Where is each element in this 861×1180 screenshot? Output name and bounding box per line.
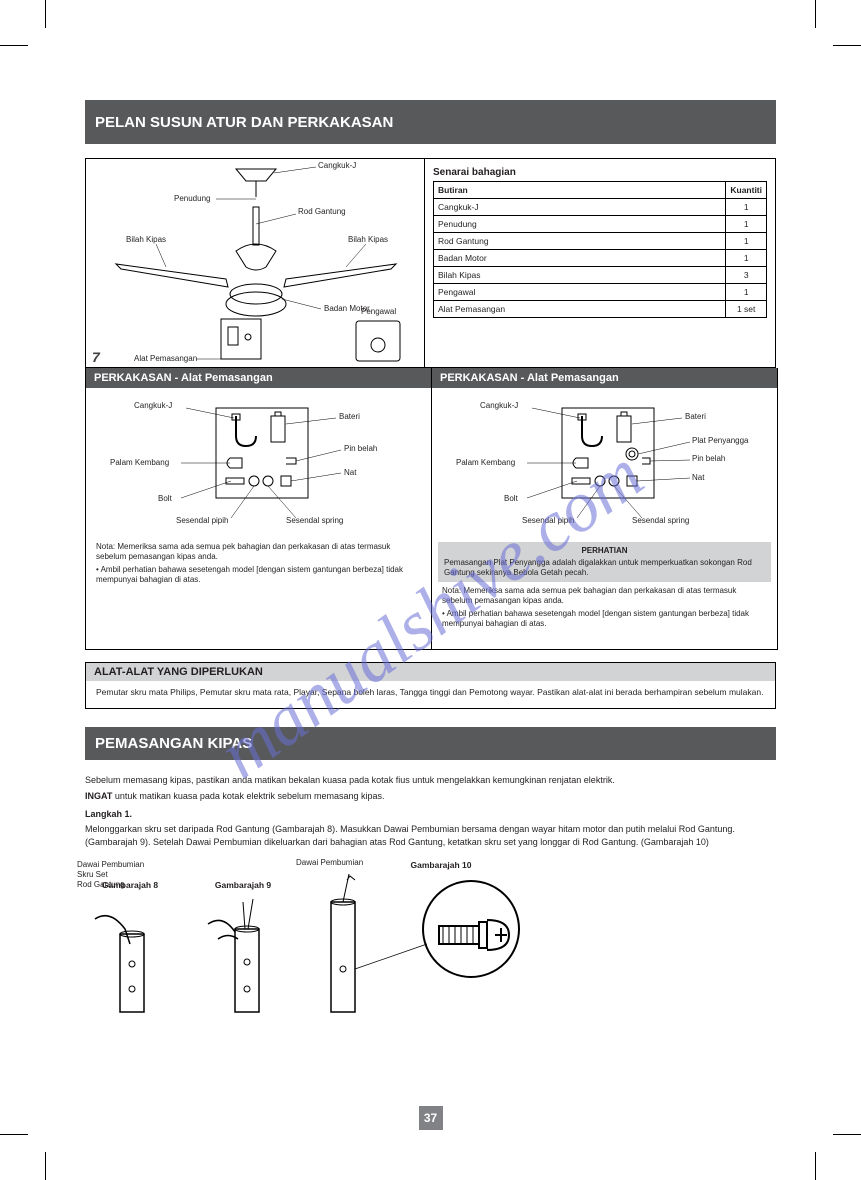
crop-mark bbox=[45, 1152, 46, 1180]
label-battery: Bateri bbox=[685, 412, 706, 421]
hardware-panel-a: PERKAKASAN - Alat Pemasangan bbox=[85, 368, 432, 650]
assembly-header: PEMASANGAN KIPAS bbox=[85, 727, 776, 760]
label-splitpin: Pin belah bbox=[344, 444, 377, 453]
layout-row: Cangkuk-J Penudung Rod Gantung Bilah Kip… bbox=[85, 158, 776, 368]
label-battery: Bateri bbox=[339, 412, 360, 421]
label-plate: Plat Penyangga bbox=[692, 436, 749, 445]
hardware-notes: Nota: Memeriksa sama ada semua pek bahag… bbox=[86, 538, 431, 592]
note-line: • Ambil perhatian bahawa sesetengah mode… bbox=[442, 609, 767, 629]
label-hook: Cangkuk-J bbox=[480, 401, 518, 410]
cell: Badan Motor bbox=[434, 250, 726, 267]
tools-body: Pemutar skru mata Philips, Pemutar skru … bbox=[86, 681, 775, 708]
table-row: Pengawal1 bbox=[434, 284, 767, 301]
parts-list-cell: Senarai bahagian Butiran Kuantiti Cangku… bbox=[425, 158, 776, 368]
step-heading: Langkah 1. bbox=[85, 808, 776, 820]
section-title-bar: PELAN SUSUN ATUR DAN PERKAKASAN bbox=[85, 100, 776, 144]
callout-blade2: Bilah Kipas bbox=[348, 235, 388, 244]
cell: 1 bbox=[726, 250, 767, 267]
tools-header: ALAT-ALAT YANG DIPERLUKAN bbox=[86, 663, 775, 681]
parts-table: Butiran Kuantiti Cangkuk-J1 Penudung1 Ro… bbox=[433, 181, 767, 318]
fig-caption: Gambarajah 10 bbox=[411, 860, 472, 871]
hardware-notes: Nota: Memeriksa sama ada semua pek bahag… bbox=[432, 582, 777, 636]
note-line: Nota: Memeriksa sama ada semua pek bahag… bbox=[96, 542, 421, 562]
tools-box: ALAT-ALAT YANG DIPERLUKAN Pemutar skru m… bbox=[85, 662, 776, 709]
note-heading: PERHATIAN bbox=[444, 546, 765, 556]
label-hook: Cangkuk-J bbox=[134, 401, 172, 410]
crop-mark bbox=[0, 45, 28, 46]
table-row: Cangkuk-J1 bbox=[434, 199, 767, 216]
cell: 1 bbox=[726, 199, 767, 216]
parts-heading: Senarai bahagian bbox=[433, 167, 767, 178]
label-plug: Palam Kembang bbox=[110, 458, 169, 467]
attention-note: PERHATIAN Pemasangan Plat Penyangga adal… bbox=[438, 542, 771, 582]
cell: 1 bbox=[726, 216, 767, 233]
cell: Alat Pemasangan bbox=[434, 301, 726, 318]
crop-mark bbox=[0, 1134, 28, 1135]
hardware-header: PERKAKASAN - Alat Pemasangan bbox=[86, 368, 431, 388]
col-item: Butiran bbox=[434, 182, 726, 199]
cell: Rod Gantung bbox=[434, 233, 726, 250]
table-row: Badan Motor1 bbox=[434, 250, 767, 267]
cell: 1 bbox=[726, 284, 767, 301]
remember-heading: INGAT bbox=[85, 791, 112, 801]
label-bolt: Bolt bbox=[504, 494, 518, 503]
table-row: Alat Pemasangan1 set bbox=[434, 301, 767, 318]
label-bolt: Bolt bbox=[158, 494, 172, 503]
label-spring: Sesendal spring bbox=[286, 516, 343, 525]
crop-mark bbox=[45, 0, 46, 28]
label-flat: Sesendal pipih bbox=[522, 516, 574, 525]
label-flat: Sesendal pipih bbox=[176, 516, 228, 525]
col-qty: Kuantiti bbox=[726, 182, 767, 199]
label-nut: Nat bbox=[344, 468, 356, 477]
figure-8: Gambarajah 8 bbox=[85, 880, 175, 1014]
callout-regulator: Pengawal bbox=[361, 307, 396, 316]
table-row: Bilah Kipas3 bbox=[434, 267, 767, 284]
label-nut: Nat bbox=[692, 473, 704, 482]
cell: Bilah Kipas bbox=[434, 267, 726, 284]
table-header-row: Butiran Kuantiti bbox=[434, 182, 767, 199]
callout-canopy: Penudung bbox=[174, 194, 210, 203]
crop-mark bbox=[815, 0, 816, 28]
figure-10: Gambarajah 10 bbox=[311, 860, 571, 1014]
figure-number: 7 bbox=[92, 349, 100, 365]
callout-downrod: Rod Gantung bbox=[77, 880, 125, 891]
hardware-panel-b: PERKAKASAN - Alat Pemasangan bbox=[432, 368, 778, 650]
page-number: 37 bbox=[419, 1106, 443, 1130]
label-splitpin: Pin belah bbox=[692, 454, 725, 463]
page-content: PELAN SUSUN ATUR DAN PERKAKASAN bbox=[85, 100, 776, 1014]
callout-hook: Cangkuk-J bbox=[318, 161, 356, 170]
label-plug: Palam Kembang bbox=[456, 458, 515, 467]
cell: 1 bbox=[726, 233, 767, 250]
cell: 3 bbox=[726, 267, 767, 284]
figure-9: Gambarajah 9 bbox=[193, 880, 293, 1014]
cell: Pengawal bbox=[434, 284, 726, 301]
crop-mark bbox=[833, 45, 861, 46]
callout-hardware: Alat Pemasangan bbox=[134, 354, 197, 363]
intro-text: Sebelum memasang kipas, pastikan anda ma… bbox=[85, 774, 776, 786]
cell: Cangkuk-J bbox=[434, 199, 726, 216]
note-line: Nota: Memeriksa sama ada semua pek bahag… bbox=[442, 586, 767, 606]
crop-mark bbox=[833, 1134, 861, 1135]
table-row: Penudung1 bbox=[434, 216, 767, 233]
crop-mark bbox=[815, 1152, 816, 1180]
callout-downrod: Rod Gantung bbox=[298, 207, 346, 216]
table-row: Rod Gantung1 bbox=[434, 233, 767, 250]
cell: 1 set bbox=[726, 301, 767, 318]
note-body: Pemasangan Plat Penyangga adalah digalak… bbox=[444, 558, 765, 578]
remember-body: untuk matikan kuasa pada kotak elektrik … bbox=[115, 791, 385, 801]
figure-row: Gambarajah 8 Gambarajah 9 bbox=[85, 860, 776, 1014]
hardware-header: PERKAKASAN - Alat Pemasangan bbox=[432, 368, 777, 388]
callout-earth: Dawai Pembumian bbox=[296, 858, 363, 869]
assembly-instructions: Sebelum memasang kipas, pastikan anda ma… bbox=[85, 774, 776, 1014]
note-line: • Ambil perhatian bahawa sesetengah mode… bbox=[96, 565, 421, 585]
fig-caption: Gambarajah 9 bbox=[215, 880, 271, 891]
step-body: Melonggarkan skru set daripada Rod Gantu… bbox=[85, 823, 776, 847]
hardware-row: PERKAKASAN - Alat Pemasangan bbox=[85, 368, 776, 650]
callout-blade: Bilah Kipas bbox=[126, 235, 166, 244]
label-spring: Sesendal spring bbox=[632, 516, 689, 525]
cell: Penudung bbox=[434, 216, 726, 233]
exploded-diagram: Cangkuk-J Penudung Rod Gantung Bilah Kip… bbox=[85, 158, 425, 368]
